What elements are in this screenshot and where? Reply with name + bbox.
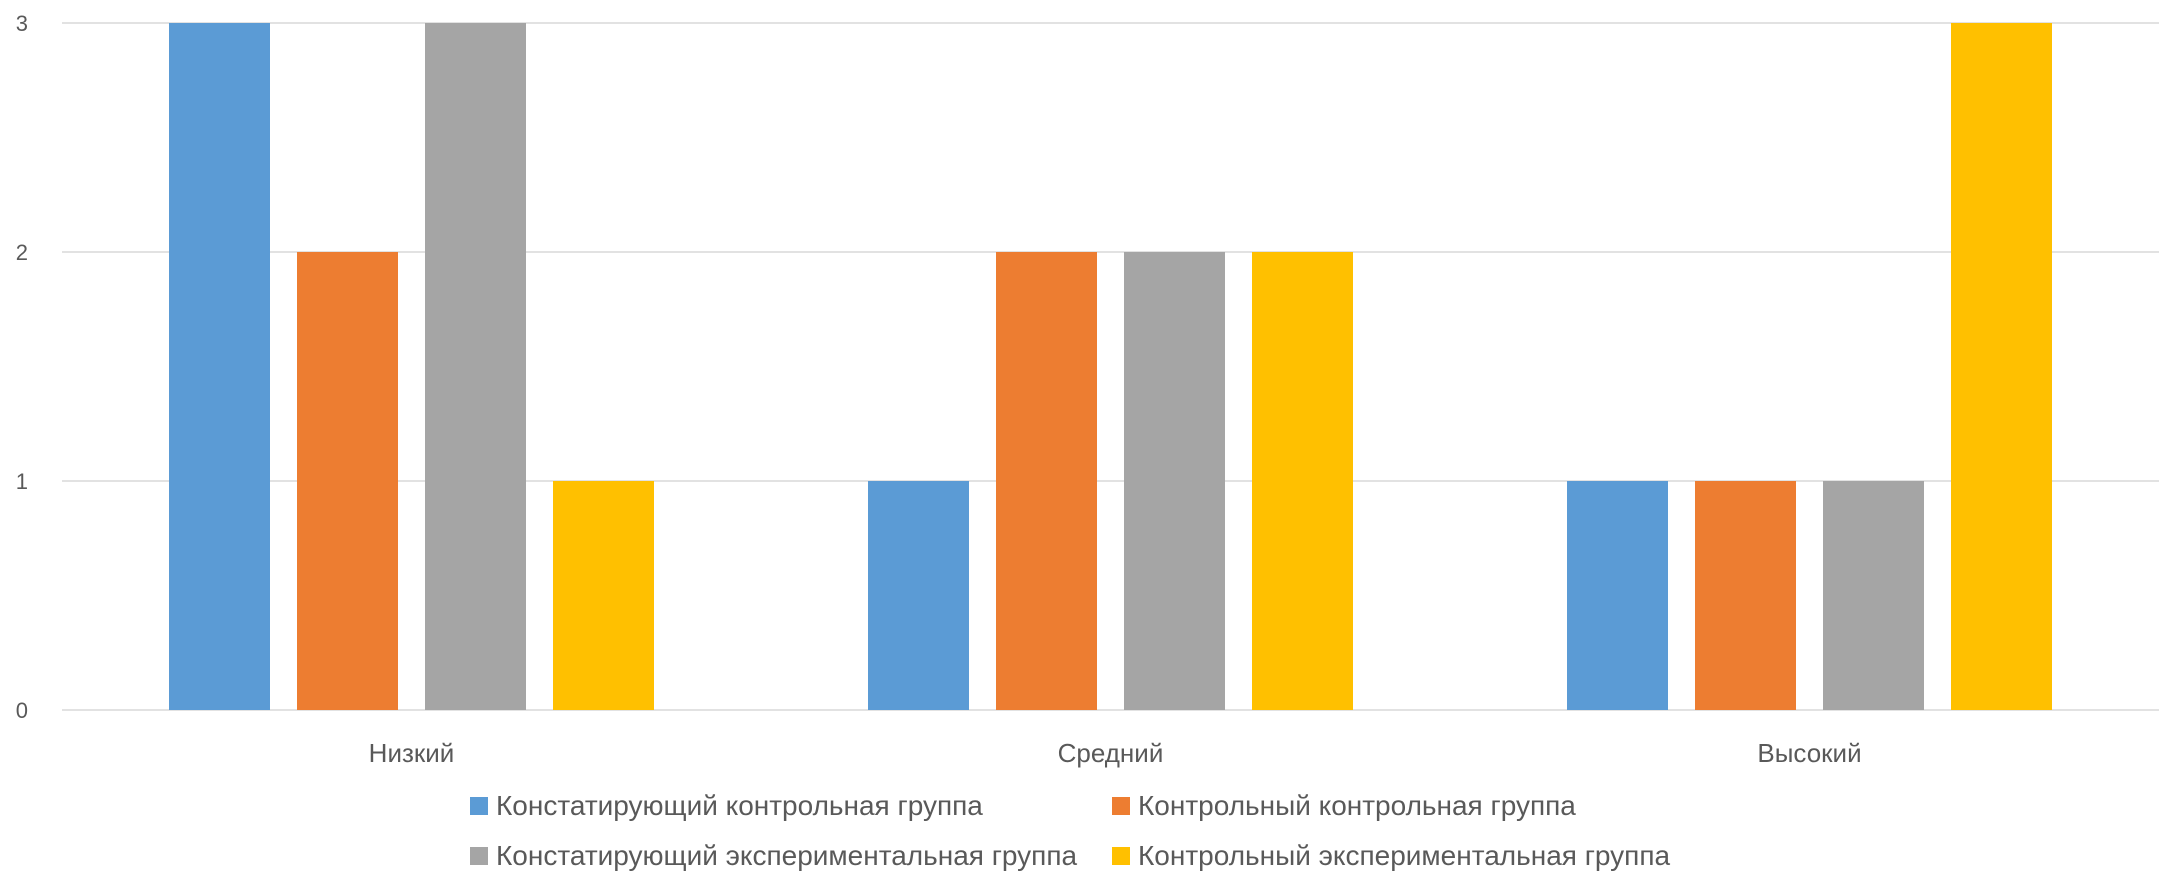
legend-swatch-series-3 — [470, 847, 488, 865]
x-category-label: Низкий — [369, 738, 455, 768]
bar-2-series-3 — [1124, 252, 1225, 710]
bar-1-series-1 — [169, 23, 270, 710]
y-tick-label: 0 — [16, 698, 28, 723]
legend-item-series-3: Констатирующий экспериментальная группа — [470, 840, 1077, 872]
bar-2-series-2 — [996, 252, 1097, 710]
legend-label-series-3: Констатирующий экспериментальная группа — [496, 840, 1078, 871]
bar-3-series-4 — [1951, 23, 2052, 710]
legend-swatch-series-2 — [1112, 797, 1130, 815]
legend-label-series-2: Контрольный контрольная группа — [1138, 790, 1576, 821]
y-axis-ticks: 0 1 2 3 — [16, 11, 28, 723]
legend-swatch-series-4 — [1112, 847, 1130, 865]
y-tick-label: 1 — [16, 469, 28, 494]
legend-item-series-2: Контрольный контрольная группа — [1112, 790, 1576, 822]
bar-1-series-4 — [553, 481, 654, 710]
legend-item-series-4: Контрольный экспериментальная группа — [1112, 840, 1670, 872]
gridlines — [62, 22, 2159, 711]
bar-1-series-2 — [297, 252, 398, 710]
legend-label-series-4: Контрольный экспериментальная группа — [1138, 840, 1671, 871]
legend-swatch-series-1 — [470, 797, 488, 815]
legend-item-series-1: Констатирующий контрольная группа — [470, 790, 983, 822]
x-category-label: Высокий — [1757, 738, 1861, 768]
bar-3-series-3 — [1823, 481, 1924, 710]
y-tick-label: 2 — [16, 240, 28, 265]
bar-2-series-4 — [1252, 252, 1353, 710]
bar-1-series-3 — [425, 23, 526, 710]
legend-label-series-1: Констатирующий контрольная группа — [496, 790, 983, 821]
bar-3-series-2 — [1695, 481, 1796, 710]
x-category-label: Средний — [1058, 738, 1164, 768]
bars — [169, 23, 2052, 710]
y-tick-label: 3 — [16, 11, 28, 36]
x-axis-labels: Низкий Средний Высокий — [369, 738, 1862, 768]
bar-3-series-1 — [1567, 481, 1668, 710]
bar-2-series-1 — [868, 481, 969, 710]
